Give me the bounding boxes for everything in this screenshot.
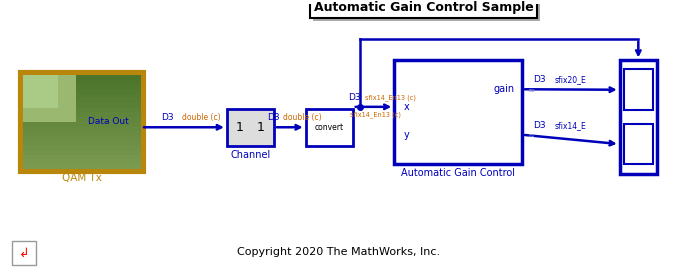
FancyBboxPatch shape bbox=[23, 159, 141, 164]
FancyBboxPatch shape bbox=[306, 109, 353, 146]
FancyBboxPatch shape bbox=[226, 109, 274, 146]
Text: ≈: ≈ bbox=[527, 85, 534, 94]
Text: Copyright 2020 The MathWorks, Inc.: Copyright 2020 The MathWorks, Inc. bbox=[237, 247, 441, 257]
Text: y: y bbox=[404, 130, 410, 140]
FancyBboxPatch shape bbox=[23, 75, 76, 122]
Text: D3: D3 bbox=[534, 75, 546, 84]
Text: Automatic Gain Control: Automatic Gain Control bbox=[401, 168, 515, 178]
FancyBboxPatch shape bbox=[394, 60, 522, 164]
FancyBboxPatch shape bbox=[20, 72, 144, 172]
Text: 1: 1 bbox=[257, 121, 264, 134]
Text: QAM Tx: QAM Tx bbox=[62, 174, 102, 183]
Text: Data Out: Data Out bbox=[87, 117, 128, 126]
FancyBboxPatch shape bbox=[23, 107, 141, 113]
Text: sfix20_E: sfix20_E bbox=[555, 75, 586, 84]
FancyBboxPatch shape bbox=[23, 84, 141, 89]
FancyBboxPatch shape bbox=[23, 79, 141, 84]
FancyBboxPatch shape bbox=[23, 98, 141, 103]
FancyBboxPatch shape bbox=[620, 60, 657, 174]
Text: D3: D3 bbox=[348, 93, 361, 102]
FancyBboxPatch shape bbox=[311, 0, 537, 18]
Text: D3: D3 bbox=[266, 113, 279, 122]
FancyBboxPatch shape bbox=[23, 112, 141, 117]
FancyBboxPatch shape bbox=[23, 89, 141, 94]
Text: sfix14_E: sfix14_E bbox=[555, 121, 586, 130]
FancyBboxPatch shape bbox=[23, 93, 141, 98]
Text: Channel: Channel bbox=[231, 150, 271, 160]
FancyBboxPatch shape bbox=[23, 140, 141, 145]
FancyBboxPatch shape bbox=[23, 126, 141, 131]
Text: double (c): double (c) bbox=[283, 113, 321, 122]
Text: D3: D3 bbox=[534, 121, 546, 130]
FancyBboxPatch shape bbox=[23, 121, 141, 126]
FancyBboxPatch shape bbox=[23, 149, 141, 154]
Text: ≈: ≈ bbox=[527, 130, 534, 139]
Text: 1: 1 bbox=[236, 121, 244, 134]
Text: sfix14_En13 (c): sfix14_En13 (c) bbox=[350, 111, 401, 118]
FancyBboxPatch shape bbox=[23, 135, 141, 141]
FancyBboxPatch shape bbox=[624, 124, 653, 165]
FancyBboxPatch shape bbox=[23, 145, 141, 150]
Text: double (c): double (c) bbox=[182, 113, 221, 122]
FancyBboxPatch shape bbox=[23, 154, 141, 159]
FancyBboxPatch shape bbox=[12, 242, 36, 265]
FancyBboxPatch shape bbox=[23, 131, 141, 136]
FancyBboxPatch shape bbox=[23, 75, 58, 108]
Text: Automatic Gain Control Sample: Automatic Gain Control Sample bbox=[314, 1, 534, 14]
FancyBboxPatch shape bbox=[23, 75, 141, 80]
Text: ↲: ↲ bbox=[19, 247, 29, 260]
FancyBboxPatch shape bbox=[23, 103, 141, 108]
Text: x: x bbox=[404, 102, 410, 112]
FancyBboxPatch shape bbox=[23, 163, 141, 169]
FancyBboxPatch shape bbox=[624, 69, 653, 110]
FancyBboxPatch shape bbox=[23, 117, 141, 122]
Text: D3: D3 bbox=[161, 113, 174, 122]
Text: gain: gain bbox=[493, 84, 514, 94]
FancyBboxPatch shape bbox=[313, 0, 540, 21]
Text: sfix14_En13 (c): sfix14_En13 (c) bbox=[365, 94, 416, 101]
Text: convert: convert bbox=[315, 123, 344, 132]
